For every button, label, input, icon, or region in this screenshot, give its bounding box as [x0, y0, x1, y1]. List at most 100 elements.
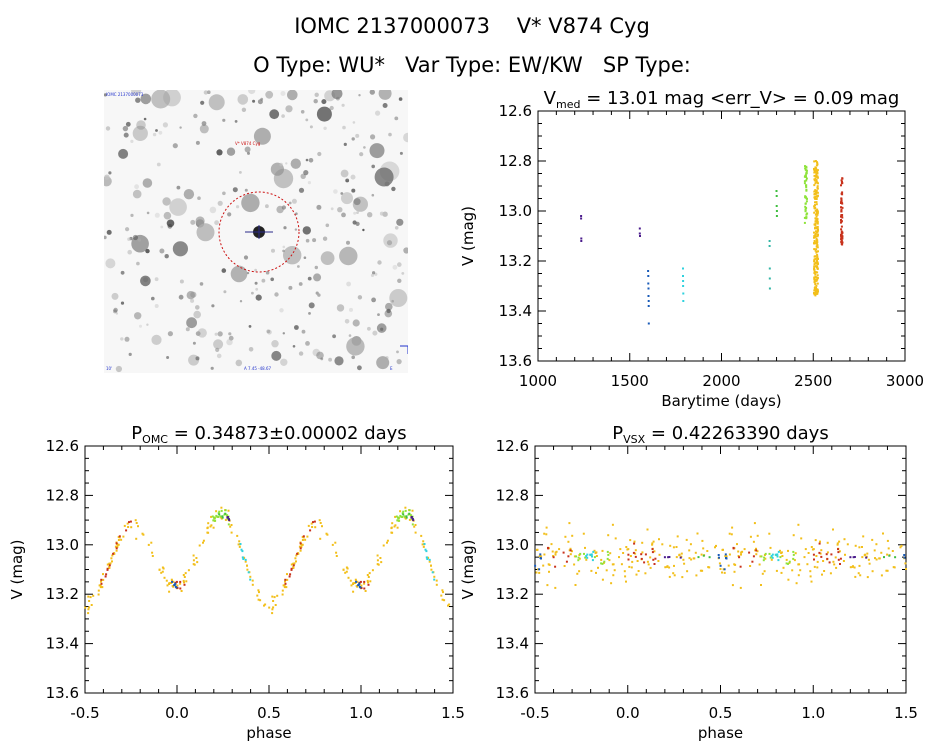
data-point — [641, 541, 644, 544]
data-point — [706, 550, 709, 552]
data-point — [423, 543, 426, 545]
data-point — [849, 566, 852, 569]
data-point — [150, 541, 153, 544]
data-point — [841, 202, 844, 205]
data-point — [641, 551, 644, 554]
data-point — [815, 179, 818, 182]
data-point — [644, 553, 647, 556]
finder-star — [113, 307, 118, 313]
finder-star — [203, 90, 208, 95]
data-point — [355, 585, 358, 587]
data-point — [805, 200, 808, 203]
data-point — [679, 556, 682, 559]
data-point — [854, 544, 857, 547]
finder-star — [305, 158, 309, 162]
finder-star — [307, 181, 311, 185]
data-point — [238, 545, 241, 548]
data-point — [117, 539, 120, 541]
finder-star — [314, 92, 319, 97]
x-tick-label: 1.0 — [349, 704, 373, 722]
chart-lc: Vmed = 13.01 mag <err_V> = 0.09 mag 1000 1… — [459, 88, 924, 410]
data-point — [813, 234, 816, 237]
finder-star — [269, 109, 280, 120]
finder-star — [155, 129, 158, 132]
data-point — [840, 201, 843, 204]
finder-star — [401, 272, 405, 275]
finder-star — [355, 221, 360, 226]
finder-star — [120, 270, 125, 275]
data-point — [405, 515, 408, 518]
finder-star — [195, 331, 201, 336]
data-point — [284, 580, 286, 583]
data-point — [814, 220, 817, 223]
x-tick-label: 0.5 — [709, 704, 733, 722]
data-point — [221, 516, 224, 519]
data-point — [814, 242, 817, 245]
data-point — [539, 553, 542, 556]
finder-star — [113, 309, 117, 314]
data-point — [127, 526, 130, 528]
data-point — [826, 551, 829, 554]
finder-star — [314, 265, 318, 270]
data-point — [311, 526, 314, 528]
data-point — [629, 539, 632, 542]
data-point — [118, 535, 121, 538]
data-point — [905, 568, 907, 570]
data-point — [171, 580, 174, 583]
data-point — [678, 554, 681, 557]
data-point — [117, 536, 120, 538]
data-point — [871, 570, 874, 573]
y-tick-label: 12.6 — [496, 437, 529, 455]
data-point — [273, 596, 276, 599]
data-point — [345, 570, 348, 573]
data-point — [816, 185, 819, 188]
data-point — [815, 169, 818, 172]
data-point — [770, 555, 773, 557]
finder-star — [232, 187, 238, 193]
y-axis-label: V (mag) — [459, 206, 477, 266]
data-point — [871, 538, 874, 541]
data-point — [841, 237, 844, 240]
data-point — [259, 599, 262, 602]
chart-title-rest: = 13.01 mag <err_V> = 0.09 mag — [580, 88, 899, 109]
data-point — [335, 551, 338, 554]
finder-star — [372, 330, 378, 336]
finder-star — [137, 238, 142, 242]
data-point — [433, 575, 436, 578]
finder-star — [248, 347, 254, 352]
x-tick-label: -0.5 — [520, 704, 549, 722]
finder-star — [167, 331, 173, 337]
data-point — [569, 553, 572, 556]
data-point — [816, 175, 819, 178]
data-point — [653, 563, 656, 565]
finder-star — [346, 240, 350, 245]
data-point — [411, 523, 414, 526]
data-point — [298, 545, 301, 548]
data-point — [538, 568, 541, 571]
data-point — [805, 207, 808, 209]
data-point — [393, 525, 396, 528]
data-point — [301, 543, 304, 546]
finder-star — [200, 100, 205, 105]
data-point — [292, 566, 295, 568]
data-point — [435, 583, 438, 586]
data-point — [840, 233, 843, 236]
data-point — [640, 557, 643, 560]
data-point — [837, 551, 840, 554]
data-point — [401, 512, 404, 515]
data-point — [646, 560, 649, 563]
x-tick-label: 2500 — [794, 372, 832, 390]
data-point — [174, 582, 177, 585]
finder-star — [230, 265, 248, 283]
finder-star — [140, 93, 152, 105]
data-point — [813, 178, 816, 181]
data-point — [634, 555, 637, 558]
data-point — [787, 562, 789, 565]
data-point — [813, 289, 816, 292]
data-point — [775, 215, 778, 217]
data-point — [193, 563, 196, 566]
data-point — [237, 543, 240, 546]
data-point — [853, 566, 856, 569]
data-point — [289, 573, 292, 576]
data-point — [771, 553, 774, 556]
